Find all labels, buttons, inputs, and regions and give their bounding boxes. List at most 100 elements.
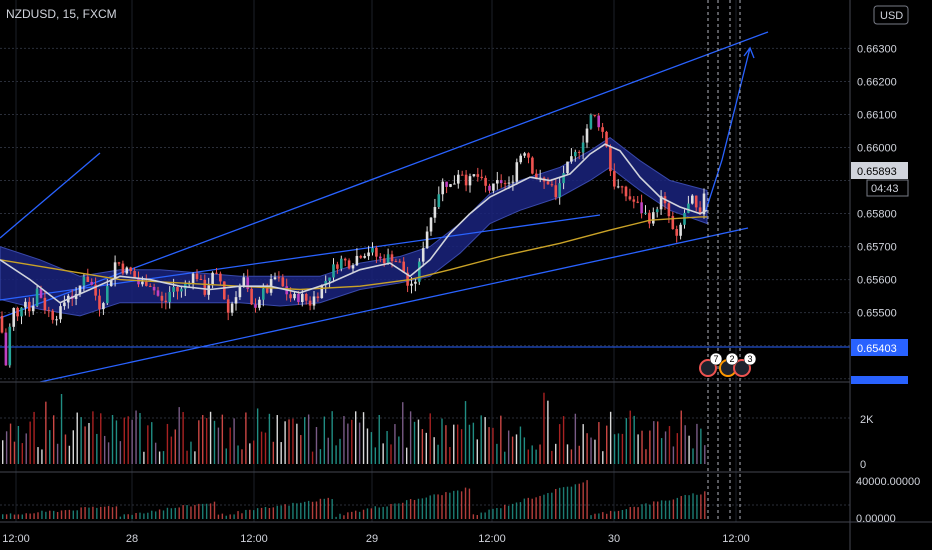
- volume-bar: [539, 444, 541, 464]
- volume-bar: [111, 415, 114, 464]
- oscillator-bar: [386, 506, 388, 519]
- volume-bar: [382, 443, 384, 464]
- candle-body: [402, 261, 405, 273]
- candle-body: [211, 272, 214, 286]
- volume-bar: [45, 401, 47, 464]
- oscillator-bar: [547, 493, 549, 519]
- volume-bar: [688, 435, 690, 464]
- volume-bar: [143, 451, 145, 464]
- event-count-badge[interactable]: [743, 352, 757, 366]
- candle-body: [195, 273, 199, 279]
- candle-body: [191, 273, 195, 284]
- candle-body: [589, 114, 593, 129]
- candle-body: [499, 180, 503, 184]
- oscillator-bar: [327, 497, 329, 519]
- volume-bar: [378, 415, 380, 464]
- oscillator-bar: [539, 495, 541, 519]
- volume-bars: [2, 392, 706, 464]
- volume-bar: [425, 432, 427, 464]
- candle-body: [449, 184, 452, 187]
- event-flag-icon[interactable]: [733, 359, 751, 377]
- candle-body: [464, 174, 468, 186]
- oscillator-bar: [268, 508, 271, 519]
- volume-bar: [476, 439, 478, 464]
- oscillator-bar: [519, 502, 522, 519]
- oscillator-bar: [213, 501, 216, 519]
- oscillator-bar: [143, 513, 145, 519]
- oscillator-bar: [300, 502, 302, 519]
- candle-body: [121, 263, 125, 274]
- candle-body: [492, 183, 495, 191]
- candle-body: [8, 326, 12, 366]
- volume-bar: [488, 427, 490, 464]
- event-count-badge[interactable]: [709, 352, 723, 366]
- candle-body: [515, 162, 519, 182]
- currency-button[interactable]: [873, 5, 909, 25]
- volume-bar: [135, 410, 137, 464]
- volume-bar: [158, 451, 161, 464]
- candle-body: [31, 305, 35, 312]
- oscillator-bar: [602, 512, 604, 519]
- candle-body: [316, 296, 320, 299]
- volume-bar: [531, 445, 533, 464]
- candle-body: [304, 294, 308, 301]
- candle-body: [620, 186, 624, 188]
- current-price-label: 0.65893: [857, 166, 897, 178]
- candle-body: [180, 288, 183, 292]
- oscillator-bar: [315, 501, 318, 519]
- candle-body: [324, 280, 327, 286]
- oscillator-bar: [676, 497, 679, 519]
- oscillator-bar: [52, 510, 55, 519]
- event-markers[interactable]: 7 2 3: [699, 352, 757, 377]
- volume-bar: [37, 447, 39, 464]
- oscillator-bar: [425, 497, 427, 519]
- volume-bar: [225, 448, 227, 464]
- volume-bar: [88, 422, 90, 464]
- channel-lower-trendline[interactable]: [39, 227, 749, 383]
- candle-body: [640, 202, 643, 214]
- projection-arrow[interactable]: [705, 46, 755, 211]
- volume-bar: [268, 413, 271, 464]
- oscillator-bar: [617, 510, 620, 519]
- oscillator-bar: [468, 488, 471, 519]
- oscillator-bar: [119, 516, 122, 519]
- oscillator-bar: [9, 513, 12, 519]
- candle-body: [215, 272, 218, 274]
- oscillator-bar: [249, 509, 251, 519]
- volume-bar: [260, 431, 263, 464]
- candle-body: [297, 293, 300, 302]
- candle-body: [445, 181, 448, 187]
- event-flag-icon[interactable]: [699, 359, 717, 377]
- volume-bar: [437, 444, 439, 464]
- candle-body: [363, 256, 366, 258]
- time-axis-tick: 29: [366, 533, 378, 545]
- volume-bar: [507, 430, 510, 464]
- event-count-badge[interactable]: [725, 352, 739, 366]
- projection-arrow-head[interactable]: [743, 46, 755, 59]
- oscillator-bar: [296, 503, 298, 519]
- volume-bar: [292, 418, 294, 464]
- oscillator-bar: [543, 494, 545, 519]
- volume-bar: [613, 434, 616, 464]
- left-trendline[interactable]: [0, 152, 101, 239]
- volume-bar: [429, 413, 431, 464]
- oscillator-bar: [56, 511, 59, 519]
- candle-body: [293, 293, 296, 299]
- projection-arrow-line[interactable]: [705, 47, 751, 211]
- candle-body: [472, 174, 476, 177]
- price-axis-tick: 0.65700: [857, 242, 897, 254]
- volume-bar: [304, 417, 306, 464]
- price-axis[interactable]: 0.65500 0.65600 0.65700 0.65800 0.66000 0.661…: [857, 43, 897, 319]
- candle-body: [51, 310, 54, 320]
- candle-body: [226, 299, 230, 313]
- time-axis[interactable]: 12:00 28 12:00 29 12:00 30 12:00: [2, 533, 750, 545]
- oscillator-bar: [205, 503, 208, 519]
- oscillator-axis-tick-zero: 0.00000: [856, 513, 896, 525]
- volume-bar: [696, 423, 698, 464]
- oscillator-bar: [127, 514, 129, 519]
- oscillator-bar: [154, 511, 157, 519]
- oscillator-bar: [280, 505, 282, 519]
- volume-bar: [92, 411, 94, 464]
- volume-bar: [409, 411, 412, 464]
